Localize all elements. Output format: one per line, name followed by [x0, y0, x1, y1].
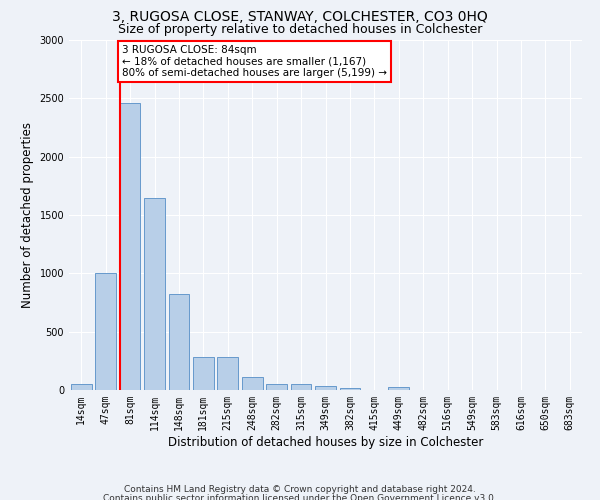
Bar	[290, 384, 311, 390]
Bar	[193, 357, 214, 390]
X-axis label: Distribution of detached houses by size in Colchester: Distribution of detached houses by size …	[168, 436, 483, 448]
Bar	[119, 103, 140, 390]
Bar	[71, 384, 92, 390]
Bar	[217, 357, 238, 390]
Y-axis label: Number of detached properties: Number of detached properties	[21, 122, 34, 308]
Bar	[388, 386, 409, 390]
Bar	[340, 388, 361, 390]
Text: Contains HM Land Registry data © Crown copyright and database right 2024.: Contains HM Land Registry data © Crown c…	[124, 485, 476, 494]
Bar	[95, 274, 116, 390]
Bar	[144, 198, 165, 390]
Text: Size of property relative to detached houses in Colchester: Size of property relative to detached ho…	[118, 22, 482, 36]
Text: 3, RUGOSA CLOSE, STANWAY, COLCHESTER, CO3 0HQ: 3, RUGOSA CLOSE, STANWAY, COLCHESTER, CO…	[112, 10, 488, 24]
Bar	[266, 384, 287, 390]
Text: Contains public sector information licensed under the Open Government Licence v3: Contains public sector information licen…	[103, 494, 497, 500]
Bar	[242, 376, 263, 390]
Text: 3 RUGOSA CLOSE: 84sqm
← 18% of detached houses are smaller (1,167)
80% of semi-d: 3 RUGOSA CLOSE: 84sqm ← 18% of detached …	[122, 44, 387, 78]
Bar	[169, 294, 190, 390]
Bar	[315, 386, 336, 390]
